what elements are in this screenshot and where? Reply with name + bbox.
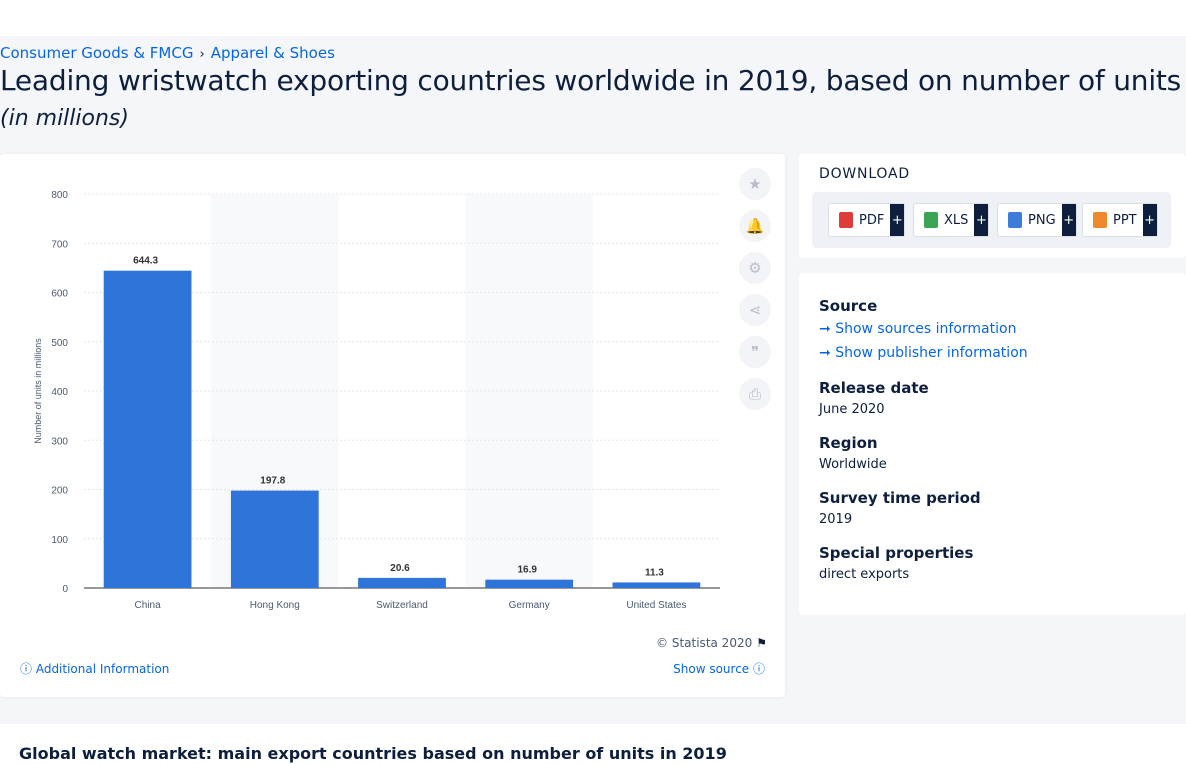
page-subtitle: (in millions) — [0, 106, 129, 131]
source-heading: Source — [819, 297, 878, 315]
data-label: 20.6 — [390, 563, 410, 574]
show-source-label: Show source — [673, 662, 750, 676]
related-statistic-card: Global watch market: main export countri… — [0, 724, 1186, 764]
show-source-link[interactable]: Show source ⓘ — [673, 660, 765, 677]
survey-period-heading: Survey time period — [819, 489, 981, 507]
special-properties-value: direct exports — [819, 567, 910, 582]
arrow-right-icon: ➞ — [819, 345, 836, 361]
download-card: DOWNLOAD PDF + XLS + PNG + PPT + — [799, 154, 1186, 258]
download-title: DOWNLOAD — [819, 166, 910, 182]
y-tick-label: 400 — [51, 387, 68, 398]
top-bar — [0, 0, 1186, 36]
x-tick-label: Hong Kong — [250, 600, 300, 611]
bell-icon[interactable]: 🔔 — [739, 210, 771, 242]
x-tick-label: Germany — [509, 600, 550, 611]
share-icon[interactable]: ⋖ — [739, 294, 771, 326]
y-tick-label: 700 — [51, 239, 68, 250]
bar — [103, 270, 192, 588]
chart-card: 0 100 200 300 400 500 600 700 800 Number of units… — [0, 154, 785, 697]
region-heading: Region — [819, 434, 878, 452]
additional-information-label: Additional Information — [35, 662, 170, 676]
bar — [485, 579, 574, 588]
download-ppt-button[interactable]: PPT + — [1082, 203, 1158, 237]
show-publisher-link[interactable]: ➞ Show publisher information — [819, 345, 1028, 361]
breadcrumb-separator: › — [199, 47, 205, 62]
xls-file-icon — [924, 212, 938, 228]
x-tick-label: China — [135, 600, 162, 611]
region-value: Worldwide — [819, 457, 887, 472]
png-file-icon — [1008, 212, 1022, 228]
y-tick-label: 300 — [51, 436, 68, 447]
ppt-file-icon — [1093, 212, 1107, 228]
bar — [358, 577, 446, 588]
plus-icon: + — [1061, 204, 1076, 236]
y-tick-label: 800 — [51, 190, 68, 201]
gear-icon[interactable]: ⚙ — [739, 252, 771, 284]
download-buttons: PDF + XLS + PNG + PPT + — [812, 192, 1171, 248]
info-icon: ⓘ — [749, 662, 765, 676]
page-title: Leading wristwatch exporting countries w… — [0, 64, 1182, 97]
breadcrumb-item-consumer-goods[interactable]: Consumer Goods & FMCG — [0, 44, 194, 62]
bar — [612, 582, 701, 588]
star-icon[interactable]: ★ — [739, 168, 771, 200]
download-xls-label: XLS — [944, 212, 969, 228]
quote-icon[interactable]: ❞ — [739, 336, 771, 368]
print-icon[interactable]: ⎙ — [739, 378, 771, 410]
download-xls-button[interactable]: XLS + — [913, 203, 990, 237]
x-tick-label: United States — [626, 600, 686, 611]
breadcrumb-item-apparel[interactable]: Apparel & Shoes — [210, 44, 335, 62]
download-png-label: PNG — [1028, 212, 1056, 228]
y-axis-label: Number of units in millions — [33, 338, 43, 444]
y-tick-label: 100 — [51, 535, 68, 546]
plus-icon: + — [1142, 204, 1157, 236]
related-statistic-title[interactable]: Global watch market: main export countri… — [19, 744, 727, 763]
special-properties-heading: Special properties — [819, 544, 974, 562]
bar-chart: 0 100 200 300 400 500 600 700 800 Number of units… — [33, 190, 720, 611]
download-png-button[interactable]: PNG + — [997, 203, 1077, 237]
data-label: 16.9 — [517, 565, 537, 576]
download-pdf-button[interactable]: PDF + — [828, 203, 906, 237]
show-publisher-label: Show publisher information — [835, 345, 1028, 361]
plus-icon: + — [890, 204, 905, 236]
copyright-note: © Statista 2020 ⚑ — [656, 636, 767, 650]
x-tick-label: Switzerland — [376, 600, 428, 611]
y-tick-label: 500 — [51, 338, 68, 349]
y-tick-label: 200 — [51, 486, 68, 497]
y-tick-label: 600 — [51, 289, 68, 300]
bar — [230, 490, 319, 588]
statistic-details-card: Source ➞ Show sources information ➞ Show… — [799, 273, 1186, 615]
release-date-value: June 2020 — [819, 402, 885, 417]
additional-information-link[interactable]: ⓘ Additional Information — [20, 660, 169, 677]
info-icon: ⓘ — [20, 662, 36, 676]
download-pdf-label: PDF — [859, 212, 885, 228]
plus-icon: + — [974, 204, 989, 236]
y-tick-label: 0 — [62, 584, 68, 595]
release-date-heading: Release date — [819, 379, 929, 397]
chart-tools: ★ 🔔 ⚙ ⋖ ❞ ⎙ — [739, 168, 771, 420]
show-sources-label: Show sources information — [835, 321, 1017, 337]
copyright-text: © Statista 2020 — [656, 636, 753, 650]
flag-icon[interactable]: ⚑ — [756, 636, 767, 650]
data-label: 197.8 — [260, 476, 285, 487]
show-sources-link[interactable]: ➞ Show sources information — [819, 321, 1016, 337]
arrow-right-icon: ➞ — [819, 321, 836, 337]
survey-period-value: 2019 — [819, 512, 853, 527]
breadcrumb: Consumer Goods & FMCG › Apparel & Shoes — [0, 44, 335, 62]
data-label: 11.3 — [645, 567, 664, 578]
data-label: 644.3 — [133, 256, 158, 267]
pdf-file-icon — [839, 212, 853, 228]
download-ppt-label: PPT — [1113, 212, 1137, 228]
